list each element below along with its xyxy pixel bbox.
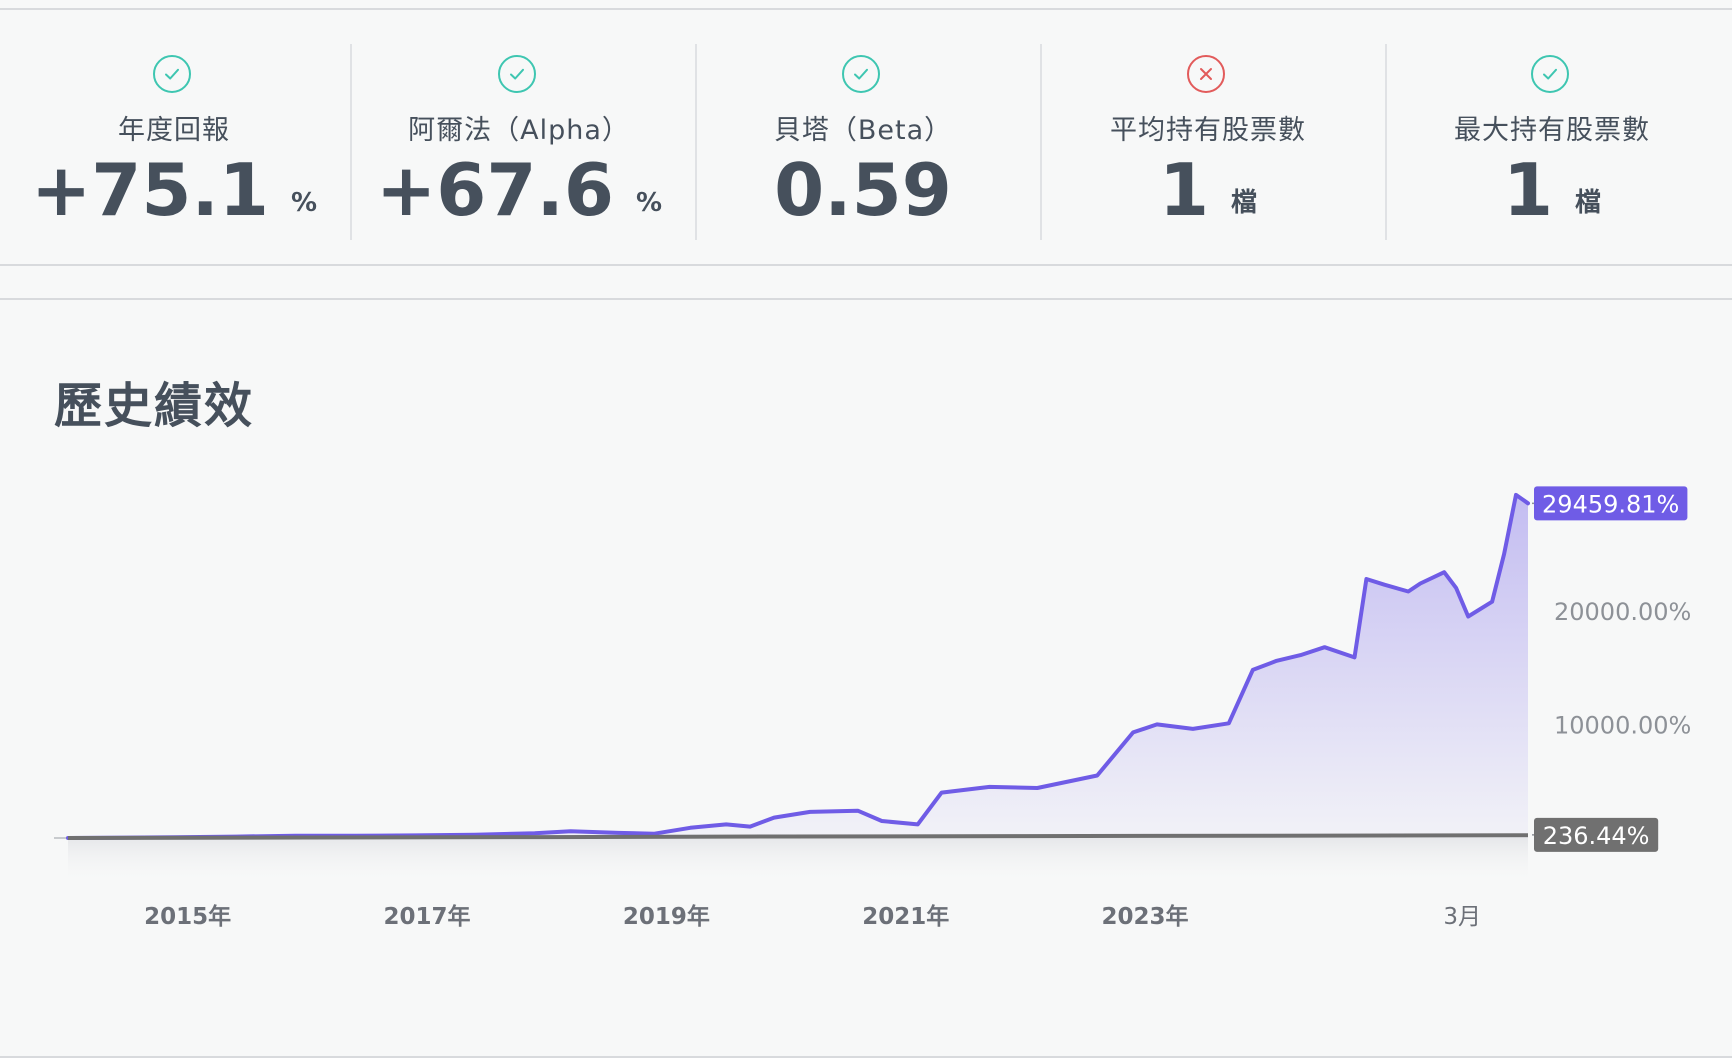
- x-tick-label: 2021年: [862, 903, 949, 930]
- stat-number: 0.59: [774, 148, 952, 232]
- x-tick-label: 3月: [1443, 904, 1481, 930]
- check-icon: [1531, 55, 1569, 93]
- stat-number: +75.1: [30, 148, 269, 232]
- stat-value: +75.1%: [2, 154, 346, 226]
- stat-value: +67.6%: [347, 154, 691, 226]
- stat-title: 年度回報: [118, 115, 230, 146]
- performance-chart[interactable]: 10000.00% 20000.00% 2015年 2017年 2019年 2021年 20…: [0, 0, 1732, 1000]
- benchmark-value-badge: [1534, 817, 1659, 852]
- y-tick-label: 10000.00%: [1554, 711, 1691, 739]
- stat-number: 1: [1502, 148, 1554, 232]
- stats-panel: 年度回報 +75.1% 阿爾法（Alpha） +67.6% 貝塔（Beta） 0…: [0, 8, 1732, 266]
- stat-beta: 貝塔（Beta） 0.59: [691, 42, 1035, 242]
- benchmark-value-label: 236.44%: [1543, 822, 1650, 850]
- stat-unit: 檔: [1231, 188, 1258, 218]
- stat-number: 1: [1158, 148, 1210, 232]
- x-tick-label: 2023年: [1102, 903, 1189, 930]
- stat-unit: %: [635, 188, 663, 218]
- check-icon: [842, 55, 880, 93]
- stat-unit: 檔: [1575, 188, 1602, 218]
- divider: [1385, 44, 1387, 240]
- check-icon: [498, 55, 536, 93]
- stat-title: 平均持有股票數: [1110, 115, 1306, 146]
- stat-alpha: 阿爾法（Alpha） +67.6%: [347, 42, 691, 242]
- divider: [695, 44, 697, 240]
- divider: [350, 44, 352, 240]
- x-tick-label: 2019年: [623, 903, 710, 930]
- divider: [1040, 44, 1042, 240]
- x-tick-label: 2015年: [144, 903, 231, 930]
- stat-title: 貝塔（Beta）: [773, 115, 953, 146]
- stat-annual-return: 年度回報 +75.1%: [2, 42, 346, 242]
- stat-value: 0.59: [691, 154, 1035, 226]
- strategy-line[interactable]: [66, 492, 1530, 840]
- x-icon: [1187, 55, 1225, 93]
- stat-title: 最大持有股票數: [1454, 115, 1650, 146]
- x-tick-label: 2017年: [384, 903, 471, 930]
- chart-title: 歷史績效: [54, 378, 255, 434]
- stat-unit: %: [290, 188, 318, 218]
- check-icon: [153, 55, 191, 93]
- stat-title: 阿爾法（Alpha）: [408, 115, 630, 146]
- strategy-value-badge: [1534, 486, 1688, 521]
- baseline-shadow: [68, 838, 1528, 884]
- strategy-value-label: 29459.81%: [1542, 490, 1679, 518]
- benchmark-line[interactable]: [67, 833, 1529, 840]
- strategy-area: [68, 494, 1528, 838]
- stat-number: +67.6: [375, 148, 614, 232]
- y-tick-label: 20000.00%: [1554, 598, 1691, 626]
